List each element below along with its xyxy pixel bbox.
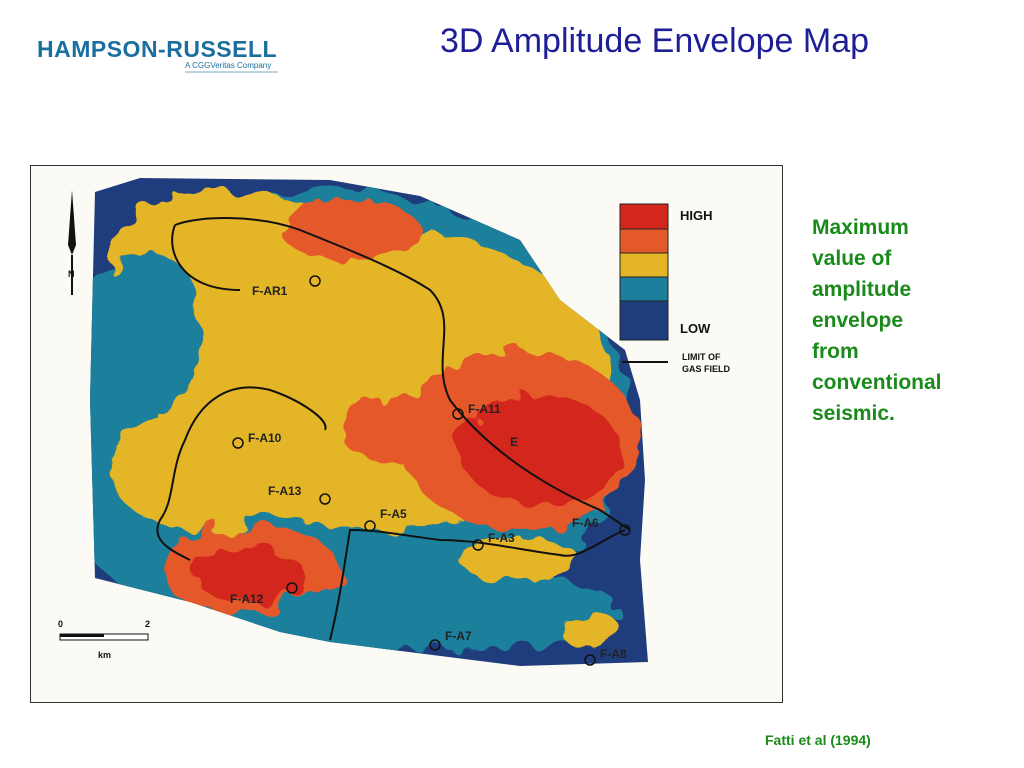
well-label: F-AR1 (252, 284, 288, 298)
scale-end: 2 (145, 619, 150, 629)
north-arrow (68, 190, 76, 255)
well-label: F-A11 (468, 402, 501, 416)
caption-line: conventional (812, 371, 942, 394)
legend-low: LOW (680, 321, 711, 336)
caption-line: amplitude (812, 278, 911, 301)
legend-swatches (619, 203, 669, 341)
area-label: E (510, 435, 518, 449)
slide-title: 3D Amplitude Envelope Map (440, 22, 869, 60)
well-label: F-A12 (230, 592, 264, 606)
caption-line: Maximum (812, 216, 909, 239)
citation: Fatti et al (1994) (765, 732, 871, 748)
caption-line: value of (812, 247, 892, 270)
legend-high: HIGH (680, 208, 713, 223)
scale-unit: km (98, 650, 111, 660)
scale-bar-fill (60, 634, 104, 637)
well-markers (232, 275, 631, 666)
legend-limit: LIMIT OF (682, 352, 721, 362)
scale-start: 0 (58, 619, 63, 629)
well-label: F-A10 (248, 431, 282, 445)
amplitude-map (90, 178, 648, 666)
caption-line: envelope (812, 309, 903, 332)
well-label: F-A8 (600, 647, 627, 661)
legend-limit: GAS FIELD (682, 364, 731, 374)
well-label: F-A6 (572, 516, 599, 530)
well-label: F-A13 (268, 484, 302, 498)
caption-line: from (812, 340, 859, 363)
gas-field-limit (156, 217, 631, 641)
logo-tagline: A CGGVeritas Company (185, 61, 271, 70)
caption-line: seismic. (812, 402, 895, 425)
north-label: N (68, 269, 75, 279)
well-label: F-A3 (488, 531, 515, 545)
well-label: F-A7 (445, 629, 472, 643)
logo: HAMPSON-RUSSELL (37, 36, 277, 62)
well-label: F-A5 (380, 507, 407, 521)
